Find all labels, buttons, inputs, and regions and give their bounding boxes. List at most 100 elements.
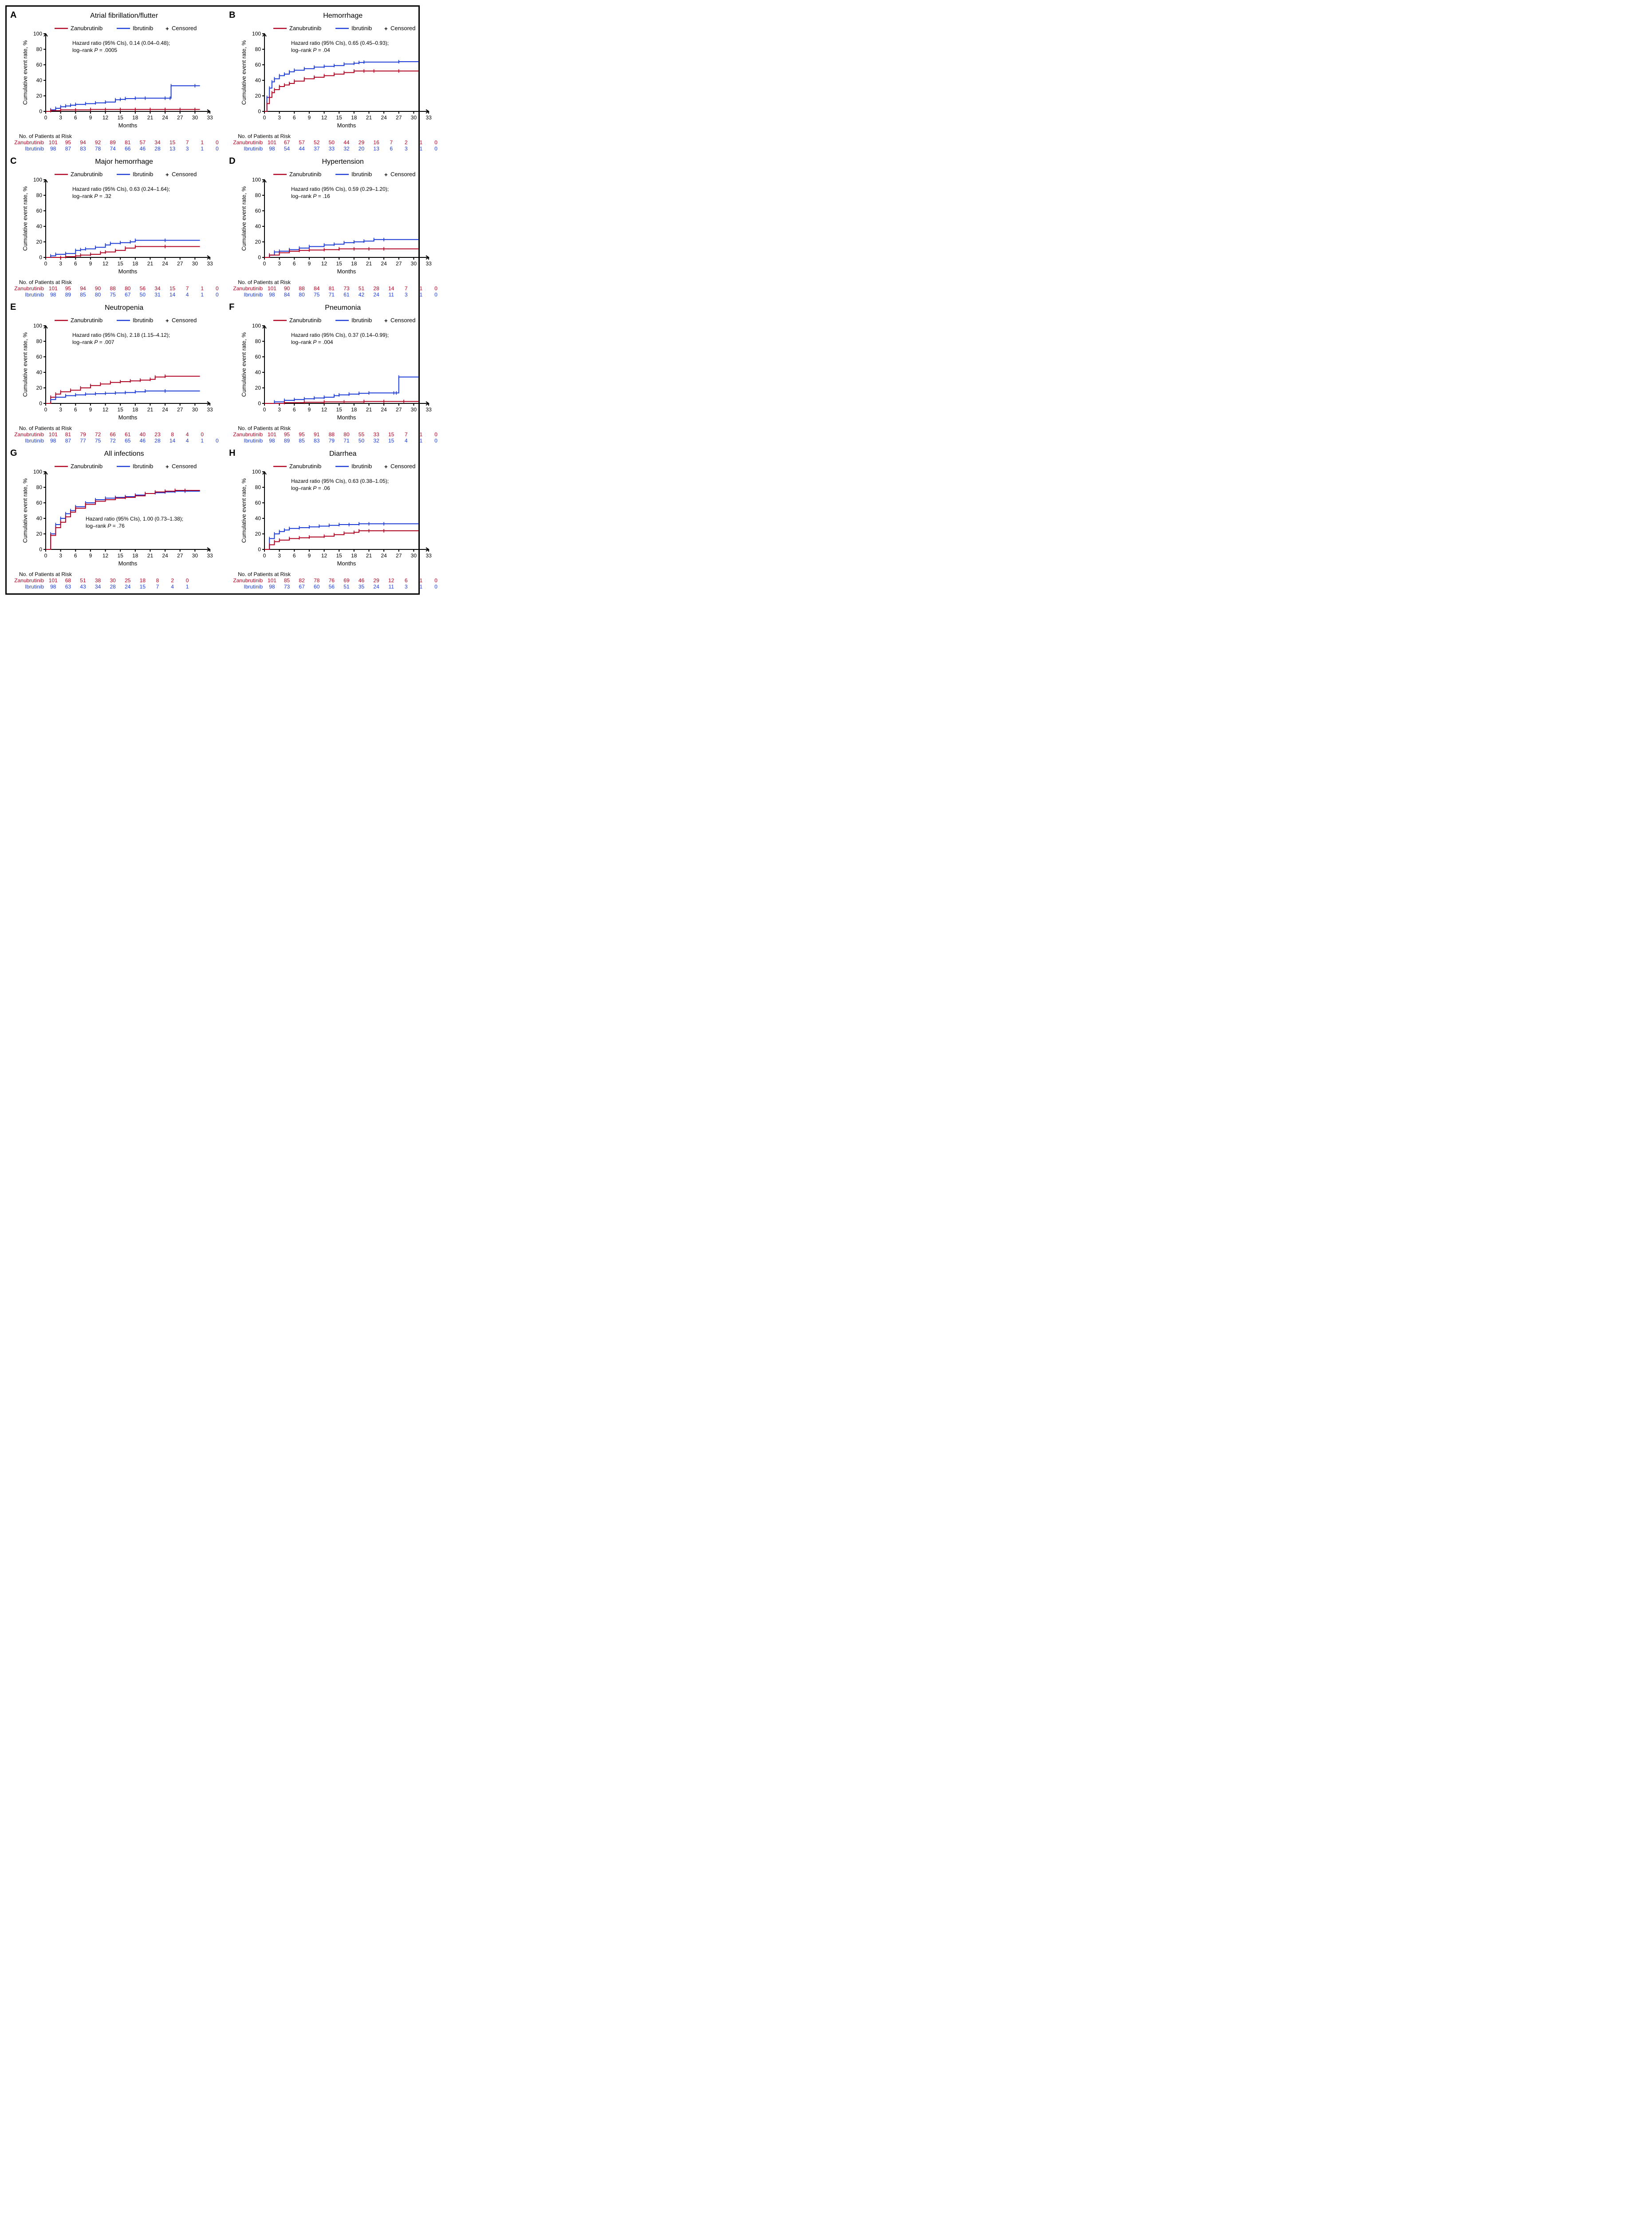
svg-text:15: 15 xyxy=(336,115,343,121)
svg-text:33: 33 xyxy=(207,407,213,413)
svg-text:9: 9 xyxy=(308,407,311,413)
svg-text:3: 3 xyxy=(59,407,62,413)
svg-text:3: 3 xyxy=(278,115,281,121)
risk-header: No. of Patients at Risk xyxy=(19,571,225,577)
svg-text:Months: Months xyxy=(337,268,356,275)
svg-text:18: 18 xyxy=(351,115,357,121)
svg-text:+: + xyxy=(166,317,169,324)
svg-text:Cumulative event rate, %: Cumulative event rate, % xyxy=(22,478,28,543)
svg-text:Ibrutinib: Ibrutinib xyxy=(133,463,153,470)
panel-letter: G xyxy=(10,448,18,458)
svg-text:24: 24 xyxy=(381,553,387,559)
svg-text:9: 9 xyxy=(308,261,311,267)
risk-row: Zanubrutinib1019088848173512814710 xyxy=(229,285,443,292)
risk-row: Ibrutinib988985837971503215410 xyxy=(229,438,443,444)
svg-text:12: 12 xyxy=(321,261,327,267)
svg-text:18: 18 xyxy=(351,261,357,267)
panel-B: B Hemorrhage 020406080100036912151821242… xyxy=(229,10,443,152)
svg-text:6: 6 xyxy=(293,407,296,413)
svg-text:Ibrutinib: Ibrutinib xyxy=(133,25,153,32)
panel-F: F Pneumonia 0204060801000369121518212427… xyxy=(229,302,443,444)
svg-text:+: + xyxy=(166,463,169,470)
risk-row: Zanubrutinib101685138302518820 xyxy=(11,577,225,584)
svg-text:40: 40 xyxy=(36,77,43,83)
svg-text:33: 33 xyxy=(426,553,432,559)
svg-text:20: 20 xyxy=(255,239,261,245)
svg-text:100: 100 xyxy=(33,323,42,329)
risk-header: No. of Patients at Risk xyxy=(19,425,225,431)
svg-text:40: 40 xyxy=(36,515,43,521)
svg-text:Ibrutinib: Ibrutinib xyxy=(133,317,153,324)
svg-text:Months: Months xyxy=(337,122,356,129)
svg-text:0: 0 xyxy=(258,546,261,553)
km-chart: 02040608010003691215182124273033MonthsCu… xyxy=(19,458,214,569)
svg-text:0: 0 xyxy=(263,407,266,413)
svg-text:Cumulative event rate, %: Cumulative event rate, % xyxy=(241,40,247,105)
svg-text:Zanubrutinib: Zanubrutinib xyxy=(289,171,321,178)
svg-text:Censored: Censored xyxy=(172,171,197,178)
panel-title: Atrial fibrillation/flutter xyxy=(24,12,225,20)
panel-A: A Atrial fibrillation/flutter 0204060801… xyxy=(10,10,225,152)
svg-text:3: 3 xyxy=(278,261,281,267)
svg-text:9: 9 xyxy=(89,407,92,413)
svg-text:20: 20 xyxy=(36,239,43,245)
panel-letter: H xyxy=(229,448,237,458)
svg-text:+: + xyxy=(384,317,388,324)
svg-text:100: 100 xyxy=(252,323,261,329)
svg-text:18: 18 xyxy=(351,407,357,413)
svg-text:33: 33 xyxy=(207,261,213,267)
svg-text:20: 20 xyxy=(255,93,261,99)
risk-row: Zanubrutinib1019594928981573415710 xyxy=(11,139,225,146)
risk-row: Ibrutinib988777757265462814410 xyxy=(11,438,225,444)
panel-letter: F xyxy=(229,302,237,312)
svg-text:24: 24 xyxy=(162,261,168,267)
svg-text:100: 100 xyxy=(33,469,42,475)
svg-text:27: 27 xyxy=(396,115,402,121)
risk-row: Zanubrutinib10181797266614023840 xyxy=(11,431,225,438)
km-chart: 02040608010003691215182124273033MonthsCu… xyxy=(238,166,433,277)
svg-text:30: 30 xyxy=(411,553,417,559)
svg-text:6: 6 xyxy=(74,553,77,559)
panel-title: Neutropenia xyxy=(24,304,225,312)
svg-text:log–rank P = .16: log–rank P = .16 xyxy=(291,193,330,199)
svg-text:6: 6 xyxy=(293,553,296,559)
svg-text:+: + xyxy=(166,171,169,178)
svg-text:12: 12 xyxy=(321,553,327,559)
svg-text:Months: Months xyxy=(337,560,356,567)
risk-table: No. of Patients at RiskZanubrutinib10181… xyxy=(19,425,225,444)
svg-text:+: + xyxy=(166,25,169,32)
svg-text:33: 33 xyxy=(207,115,213,121)
svg-text:15: 15 xyxy=(336,407,343,413)
svg-text:0: 0 xyxy=(39,254,42,261)
svg-text:40: 40 xyxy=(255,515,261,521)
svg-text:30: 30 xyxy=(411,115,417,121)
svg-text:3: 3 xyxy=(278,407,281,413)
risk-row: Ibrutinib98634334282415741 xyxy=(11,584,225,590)
svg-text:24: 24 xyxy=(162,553,168,559)
risk-row: Ibrutinib987367605651352411310 xyxy=(229,584,443,590)
svg-text:6: 6 xyxy=(293,261,296,267)
svg-text:9: 9 xyxy=(89,115,92,121)
svg-text:24: 24 xyxy=(162,407,168,413)
svg-text:27: 27 xyxy=(396,407,402,413)
svg-text:12: 12 xyxy=(103,407,109,413)
svg-text:80: 80 xyxy=(36,484,43,490)
risk-header: No. of Patients at Risk xyxy=(238,133,443,139)
svg-text:Zanubrutinib: Zanubrutinib xyxy=(71,463,103,470)
svg-text:Zanubrutinib: Zanubrutinib xyxy=(71,25,103,32)
svg-text:18: 18 xyxy=(132,407,138,413)
svg-text:20: 20 xyxy=(36,385,43,391)
panel-letter: B xyxy=(229,10,237,20)
svg-text:0: 0 xyxy=(44,261,47,267)
svg-text:30: 30 xyxy=(192,407,198,413)
svg-text:6: 6 xyxy=(74,115,77,121)
risk-header: No. of Patients at Risk xyxy=(19,279,225,285)
svg-text:80: 80 xyxy=(255,484,261,490)
svg-text:60: 60 xyxy=(255,208,261,214)
svg-text:27: 27 xyxy=(396,261,402,267)
svg-text:30: 30 xyxy=(192,115,198,121)
svg-text:30: 30 xyxy=(411,261,417,267)
svg-text:12: 12 xyxy=(103,261,109,267)
km-chart: 02040608010003691215182124273033MonthsCu… xyxy=(19,20,214,131)
svg-text:100: 100 xyxy=(252,469,261,475)
